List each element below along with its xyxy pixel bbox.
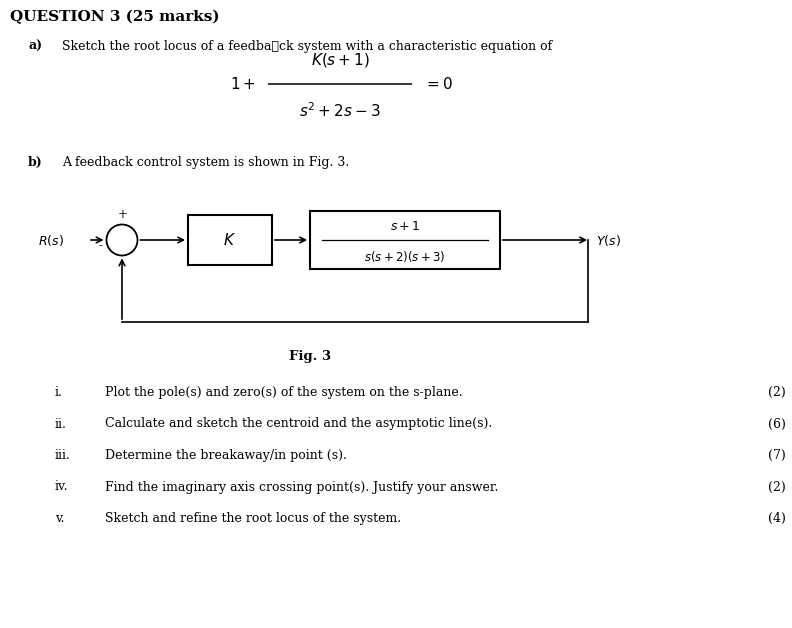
Text: Plot the pole(s) and zero(s) of the system on the s-plane.: Plot the pole(s) and zero(s) of the syst…	[105, 386, 463, 399]
Bar	[188, 215, 272, 265]
Text: A feedback control system is shown in Fig. 3.: A feedback control system is shown in Fi…	[62, 156, 349, 169]
Text: $R(s)$: $R(s)$	[38, 232, 64, 247]
Text: a): a)	[28, 40, 42, 53]
Text: (7): (7)	[768, 449, 786, 462]
Text: $s^2 + 2s - 3$: $s^2 + 2s - 3$	[299, 102, 381, 121]
Text: $K$: $K$	[223, 232, 237, 248]
Text: +: +	[118, 208, 128, 222]
Text: Find the imaginary axis crossing point(s). Justify your answer.: Find the imaginary axis crossing point(s…	[105, 480, 498, 494]
Text: Determine the breakaway/in point (s).: Determine the breakaway/in point (s).	[105, 449, 347, 462]
Text: (6): (6)	[768, 418, 786, 431]
Text: b): b)	[28, 156, 43, 169]
Text: Calculate and sketch the centroid and the asymptotic line(s).: Calculate and sketch the centroid and th…	[105, 418, 493, 431]
Text: (4): (4)	[768, 512, 786, 525]
Text: (2): (2)	[768, 480, 786, 494]
Text: Sketch the root locus of a feedba͟ck system with a characteristic equation of: Sketch the root locus of a feedba͟ck sys…	[62, 40, 552, 53]
Text: (2): (2)	[768, 386, 786, 399]
Text: iii.: iii.	[55, 449, 70, 462]
Text: QUESTION 3 (25 marks): QUESTION 3 (25 marks)	[10, 10, 219, 24]
Text: $K(s + 1)$: $K(s + 1)$	[310, 51, 369, 69]
Text: iv.: iv.	[55, 480, 68, 494]
Text: v.: v.	[55, 512, 64, 525]
Text: $Y(s)$: $Y(s)$	[596, 232, 621, 247]
Text: i.: i.	[55, 386, 63, 399]
Text: $= 0$: $= 0$	[424, 76, 453, 92]
Text: $\mathit{1} + $: $\mathit{1} + $	[230, 76, 256, 92]
Text: -: -	[98, 239, 102, 252]
Text: Fig. 3: Fig. 3	[289, 350, 331, 363]
Text: $s(s + 2)(s + 3)$: $s(s + 2)(s + 3)$	[364, 249, 446, 264]
Text: Sketch and refine the root locus of the system.: Sketch and refine the root locus of the …	[105, 512, 401, 525]
Text: $s + 1$: $s + 1$	[390, 220, 421, 232]
Text: ii.: ii.	[55, 418, 67, 431]
Bar	[310, 211, 500, 269]
